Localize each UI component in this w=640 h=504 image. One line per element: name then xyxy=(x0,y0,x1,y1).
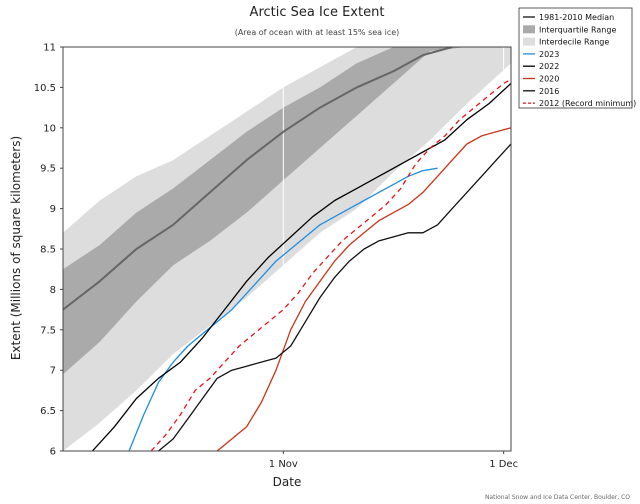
plot-inner xyxy=(63,47,511,451)
legend-label-2020: 2020 xyxy=(539,75,559,84)
legend-swatch-interdecile xyxy=(523,37,535,46)
legend-label-2016: 2016 xyxy=(539,87,559,96)
y-tick-label: 6 xyxy=(50,447,56,458)
legend-label-interquartile: Interquartile Range xyxy=(539,25,616,34)
x-tick-label: 1 Nov xyxy=(269,459,298,470)
legend-label-interdecile: Interdecile Range xyxy=(539,38,609,47)
x-axis-label: Date xyxy=(273,475,302,489)
legend-label-1981-2010: 1981-2010 Median xyxy=(539,13,614,22)
y-axis-label: Extent (Millions of square kilometers) xyxy=(9,136,23,360)
series-line-2016 xyxy=(158,143,511,451)
series-line-2020 xyxy=(216,127,511,451)
y-tick-label: 8 xyxy=(50,285,56,296)
y-tick-label: 7 xyxy=(50,366,56,377)
series-line-2012 xyxy=(150,78,511,451)
axes: 6 6.5 7 7.5 8 8.5 9 9.5 10 10.5 11 1 Nov 1 Dec xyxy=(34,43,518,471)
series-line-2022 xyxy=(91,82,511,451)
band-interdecile-range xyxy=(63,47,511,451)
legend-label-2022: 2022 xyxy=(539,62,559,71)
y-tick-label: 10 xyxy=(43,123,56,134)
band-interquartile-range xyxy=(63,47,511,375)
y-tick-label: 10.5 xyxy=(34,83,56,94)
legend-swatch-interquartile xyxy=(523,25,535,34)
y-tick-label: 11 xyxy=(43,43,56,54)
chart-subtitle: (Area of ocean with at least 15% sea ice… xyxy=(235,28,400,37)
legend-box xyxy=(518,7,633,109)
y-tick-label: 9.5 xyxy=(40,164,56,175)
y-tick-label: 6.5 xyxy=(40,406,56,417)
y-tick-label: 9 xyxy=(50,204,56,215)
chart-legend: 1981-2010 Median Interquartile Range Inter… xyxy=(518,7,636,109)
legend-label-2012: 2012 (Record minimum) xyxy=(539,99,636,108)
y-tick-label: 7.5 xyxy=(40,325,56,336)
chart-title: Arctic Sea Ice Extent xyxy=(250,5,385,20)
y-tick-label: 8.5 xyxy=(40,245,56,256)
plot-area xyxy=(63,47,511,451)
series-line-2023 xyxy=(128,167,438,451)
series-line-1981-2010 xyxy=(63,47,453,311)
legend-label-2023: 2023 xyxy=(539,50,559,59)
x-tick-label: 1 Dec xyxy=(489,459,518,470)
credit-text: National Snow and Ice Data Center, Bould… xyxy=(485,494,630,501)
